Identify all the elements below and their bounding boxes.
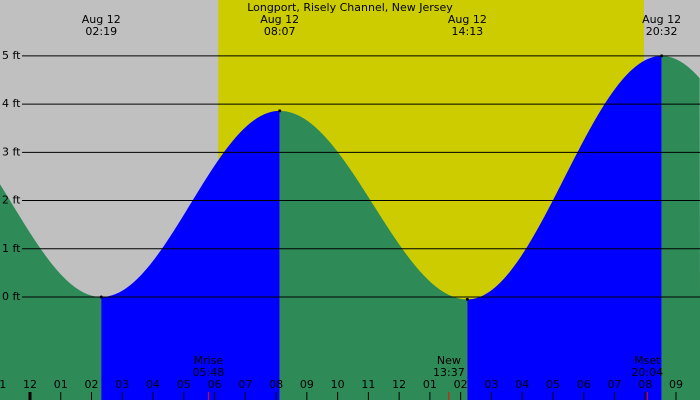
x-tick-label: 01	[54, 378, 68, 391]
x-tick-label: 08	[638, 378, 652, 391]
extreme-point	[278, 109, 282, 113]
y-tick-label: 5 ft	[2, 49, 21, 62]
y-tick-label: 1 ft	[2, 242, 21, 255]
event-name: Mrise	[194, 354, 224, 367]
x-tick-label: 06	[577, 378, 591, 391]
falling-tide	[279, 110, 468, 400]
x-tick-label: 05	[546, 378, 560, 391]
x-tick-label: 02	[454, 378, 468, 391]
y-tick-label: 2 ft	[2, 194, 21, 207]
falling-tide	[661, 55, 700, 400]
x-tick-label: 12	[392, 378, 406, 391]
x-tick-label: 07	[607, 378, 621, 391]
x-tick-label: 07	[238, 378, 252, 391]
plot	[0, 55, 700, 400]
rising-tide	[467, 55, 662, 400]
x-tick-label: 04	[515, 378, 529, 391]
x-tick-label: 01	[423, 378, 437, 391]
x-tick-label: 02	[85, 378, 99, 391]
x-tick-label: 11	[0, 378, 6, 391]
x-tick-label: 12	[23, 378, 37, 391]
y-tick-label: 3 ft	[2, 145, 21, 158]
rising-tide	[101, 110, 280, 400]
extreme-point	[99, 295, 103, 299]
extreme-time: 20:32	[646, 25, 678, 38]
extreme-point	[660, 54, 664, 58]
x-tick-label: 03	[115, 378, 129, 391]
event-time: 05:48	[193, 366, 225, 379]
extreme-date: Aug 12	[448, 13, 487, 26]
extreme-time: 14:13	[451, 25, 483, 38]
x-tick-label: 05	[177, 378, 191, 391]
extreme-time: 08:07	[264, 25, 296, 38]
x-tick-label: 09	[669, 378, 683, 391]
x-tick-label: 09	[300, 378, 314, 391]
x-tick-label: 10	[331, 378, 345, 391]
extreme-date: Aug 12	[260, 13, 299, 26]
event-name: Mset	[634, 354, 661, 367]
event-name: New	[437, 354, 461, 367]
x-tick-label: 06	[208, 378, 222, 391]
falling-tide	[0, 184, 102, 400]
x-tick-label: 11	[361, 378, 375, 391]
extreme-date: Aug 12	[82, 13, 121, 26]
x-tick-label: 08	[269, 378, 283, 391]
extreme-point	[465, 297, 469, 301]
x-tick-label: 04	[146, 378, 160, 391]
extreme-time: 02:19	[85, 25, 117, 38]
chart-title: Longport, Risely Channel, New Jersey	[247, 1, 453, 14]
y-tick-label: 0 ft	[2, 290, 21, 303]
y-tick-label: 4 ft	[2, 97, 21, 110]
event-time: 13:37	[433, 366, 465, 379]
event-time: 20:04	[631, 366, 663, 379]
extreme-date: Aug 12	[642, 13, 681, 26]
x-tick-label: 03	[484, 378, 498, 391]
